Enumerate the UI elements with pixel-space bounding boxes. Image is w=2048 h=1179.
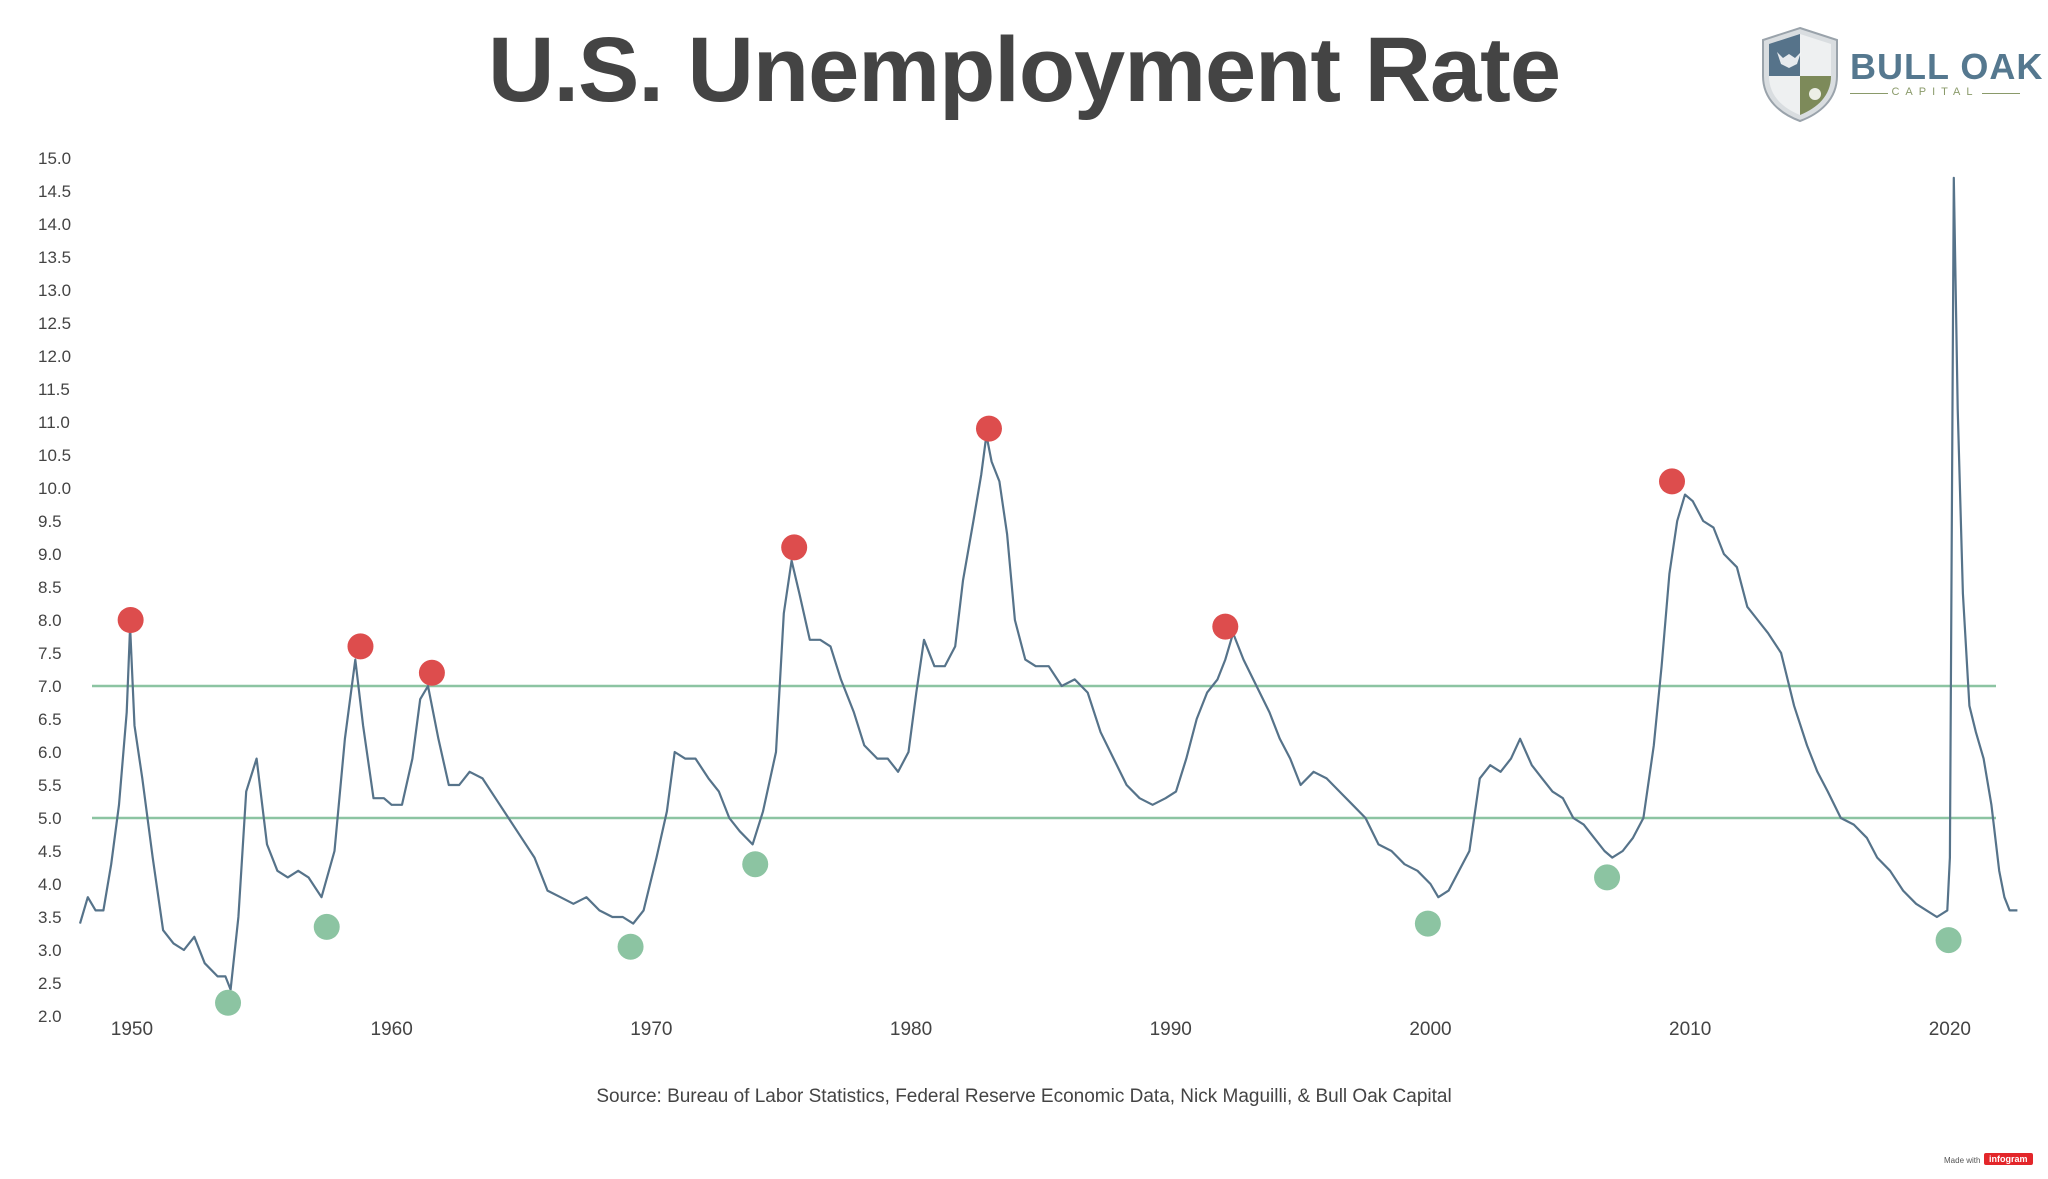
shield-icon xyxy=(1762,26,1838,123)
y-tick-label: 3.0 xyxy=(38,941,62,960)
y-tick-label: 13.0 xyxy=(38,281,71,300)
trough-marker xyxy=(1935,927,1962,954)
peak-marker xyxy=(781,534,808,561)
logo-divider xyxy=(1850,93,1888,94)
trough-markers xyxy=(215,851,1962,1016)
y-tick-label: 9.0 xyxy=(38,545,62,564)
y-tick-label: 10.5 xyxy=(38,446,71,465)
y-tick-label: 2.0 xyxy=(38,1007,62,1026)
y-tick-label: 12.0 xyxy=(38,347,71,366)
x-axis: 1950 1960 1970 1980 1990 2000 2010 2020 xyxy=(111,1019,1971,1040)
x-tick-label: 2010 xyxy=(1669,1019,1711,1040)
series-line xyxy=(78,176,2018,991)
x-tick-label: 2020 xyxy=(1929,1019,1971,1040)
logo-brand-text: BULL OAK xyxy=(1850,46,2044,87)
trough-marker xyxy=(313,913,340,940)
peak-markers xyxy=(117,415,1685,686)
x-tick-label: 1970 xyxy=(630,1019,672,1040)
trough-marker xyxy=(1414,910,1441,937)
y-tick-label: 4.5 xyxy=(38,842,62,861)
y-tick-label: 11.5 xyxy=(38,380,70,399)
y-tick-label: 9.5 xyxy=(38,512,62,531)
y-tick-label: 7.5 xyxy=(38,644,62,663)
reference-lines xyxy=(92,684,1996,820)
y-tick-label: 14.0 xyxy=(38,215,71,234)
trough-marker xyxy=(742,851,769,878)
x-tick-label: 1960 xyxy=(371,1019,413,1040)
peak-marker xyxy=(1212,613,1239,640)
x-tick-label: 1980 xyxy=(890,1019,932,1040)
y-tick-label: 8.5 xyxy=(38,578,62,597)
y-tick-label: 13.5 xyxy=(38,248,71,267)
y-tick-label: 7.0 xyxy=(38,677,62,696)
logo-divider xyxy=(1982,93,2020,94)
trough-marker xyxy=(215,989,242,1016)
y-tick-label: 4.0 xyxy=(38,875,62,894)
source-note: Source: Bureau of Labor Statistics, Fede… xyxy=(596,1086,1452,1107)
x-tick-label: 2000 xyxy=(1409,1019,1451,1040)
y-tick-label: 3.5 xyxy=(38,908,62,927)
y-tick-label: 2.5 xyxy=(38,974,62,993)
series-lines xyxy=(78,176,2018,991)
trough-marker xyxy=(617,933,644,960)
infogram-badge[interactable]: infogram xyxy=(1984,1153,2033,1165)
logo-sub-text: CAPITAL xyxy=(1891,86,1979,98)
peak-marker xyxy=(117,607,144,633)
y-tick-label: 8.0 xyxy=(38,611,62,630)
y-tick-label: 15.0 xyxy=(38,149,71,168)
y-tick-label: 11.0 xyxy=(38,413,70,432)
y-tick-label: 6.5 xyxy=(38,710,62,729)
y-tick-label: 5.0 xyxy=(38,809,62,828)
made-with-label: Made with xyxy=(1944,1156,1981,1165)
trough-marker xyxy=(1594,864,1621,891)
bull-oak-logo: BULL OAK CAPITAL xyxy=(1755,24,2042,124)
x-tick-label: 1990 xyxy=(1150,1019,1192,1040)
chart-title: U.S. Unemployment Rate xyxy=(488,19,1561,121)
peak-marker xyxy=(418,659,445,686)
y-axis: 2.0 2.5 3.0 3.5 4.0 4.5 5.0 5.5 6.0 6.5 7.0 7.5 8.0 8… xyxy=(38,149,71,1026)
y-tick-label: 14.5 xyxy=(38,182,71,201)
y-tick-label: 6.0 xyxy=(38,743,62,762)
x-tick-label: 1950 xyxy=(111,1019,153,1040)
y-tick-label: 10.0 xyxy=(38,479,71,498)
y-tick-label: 5.5 xyxy=(38,776,62,795)
peak-marker xyxy=(975,415,1002,442)
peak-marker xyxy=(347,633,374,660)
peak-marker xyxy=(1658,468,1685,495)
y-tick-label: 12.5 xyxy=(38,314,71,333)
